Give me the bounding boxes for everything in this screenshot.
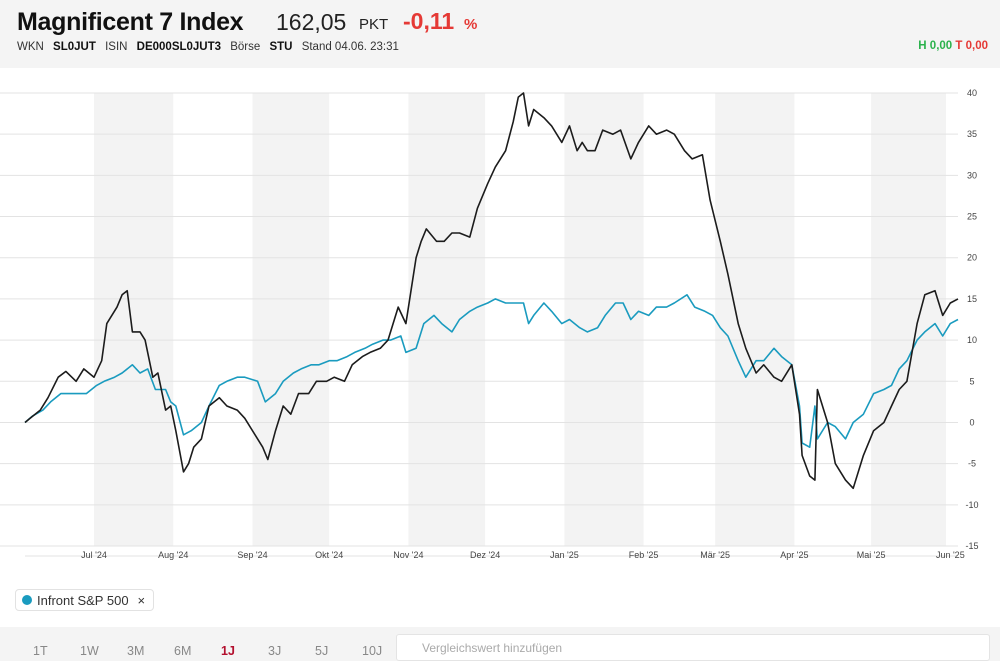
legend-item[interactable]: Infront S&P 500 × xyxy=(15,589,155,611)
x-tick-label: Apr '25 xyxy=(780,550,808,560)
isin: ISIN DE000SL0JUT3 xyxy=(105,41,221,53)
instrument-meta: WKN SL0JUT ISIN DE000SL0JUT3 Börse STU S… xyxy=(17,41,405,53)
month-band xyxy=(252,93,330,546)
y-tick-label: 10 xyxy=(967,335,977,345)
legend-label: Infront S&P 500 xyxy=(37,592,129,608)
remove-compare-icon[interactable]: × xyxy=(137,592,146,608)
y-tick-label: 0 xyxy=(969,417,974,427)
x-tick-label: Feb '25 xyxy=(629,550,659,560)
isin-value: DE000SL0JUT3 xyxy=(136,41,222,53)
range-button-1j[interactable]: 1J xyxy=(221,644,235,658)
compare-input[interactable] xyxy=(396,634,990,661)
y-tick-label: 20 xyxy=(967,253,977,263)
wkn-value: SL0JUT xyxy=(53,41,96,53)
y-tick-label: 5 xyxy=(969,376,974,386)
range-button-3m[interactable]: 3M xyxy=(127,644,145,658)
legend-color-dot xyxy=(22,595,32,605)
change-unit: % xyxy=(464,16,478,33)
range-selector: 1T 1W 3M 6M 1J 3J 5J 10J xyxy=(33,644,409,658)
price-unit: PKT xyxy=(359,16,389,33)
price-value: 162,05 xyxy=(276,9,347,35)
wkn: WKN SL0JUT xyxy=(17,41,96,53)
month-band xyxy=(715,93,795,546)
range-button-1w[interactable]: 1W xyxy=(80,644,99,658)
exchange-value: STU xyxy=(269,41,293,53)
range-button-5j[interactable]: 5J xyxy=(315,644,329,658)
y-tick-label: 15 xyxy=(967,294,977,304)
y-tick-label: -5 xyxy=(968,459,976,469)
range-button-1t[interactable]: 1T xyxy=(33,644,48,658)
range-button-10j[interactable]: 10J xyxy=(362,644,383,658)
x-tick-label: Mär '25 xyxy=(700,550,730,560)
x-tick-label: Okt '24 xyxy=(315,550,343,560)
month-band xyxy=(871,93,946,546)
x-tick-label: Jan '25 xyxy=(550,550,579,560)
x-tick-label: Aug '24 xyxy=(158,550,188,560)
x-tick-label: Jul '24 xyxy=(81,550,107,560)
series-line-compare xyxy=(24,294,959,449)
month-band xyxy=(94,93,174,546)
wkn-label: WKN xyxy=(17,41,44,53)
range-button-6m[interactable]: 6M xyxy=(174,644,192,658)
footer-bar: 1T 1W 3M 6M 1J 3J 5J 10J xyxy=(0,627,1000,661)
exchange-label: Börse xyxy=(230,41,261,53)
series-line-main xyxy=(24,92,959,490)
x-tick-label: Nov '24 xyxy=(393,550,423,560)
x-tick-label: Jun '25 xyxy=(936,550,965,560)
price-chart[interactable]: 40 35 30 25 20 15 10 5 0 -5 -10 -15 Jul '24 Aug '24 Se… xyxy=(0,70,1000,570)
y-tick-label: 25 xyxy=(967,212,977,222)
high-low: H 0,00 T 0,00 xyxy=(918,40,988,52)
x-tick-label: Mai '25 xyxy=(857,550,886,560)
header: Magnificent 7 Index 162,05 PKT -0,11 % W… xyxy=(0,0,1000,68)
range-button-3j[interactable]: 3J xyxy=(268,644,282,658)
page-title: Magnificent 7 Index xyxy=(17,8,244,36)
y-tick-label: 40 xyxy=(967,88,977,98)
high-value: H 0,00 xyxy=(918,40,953,52)
y-tick-label: 35 xyxy=(967,129,977,139)
y-tick-label: 30 xyxy=(967,170,977,180)
low-value: T 0,00 xyxy=(955,40,988,52)
month-band xyxy=(408,93,486,546)
y-tick-label: -10 xyxy=(965,500,978,510)
exchange: Börse STU xyxy=(230,41,292,53)
x-tick-label: Sep '24 xyxy=(237,550,267,560)
change-value: -0,11 xyxy=(403,8,455,34)
isin-label: ISIN xyxy=(105,41,128,53)
timestamp: Stand 04.06. 23:31 xyxy=(301,41,399,53)
y-tick-label: -15 xyxy=(965,541,978,551)
x-tick-label: Dez '24 xyxy=(470,550,500,560)
